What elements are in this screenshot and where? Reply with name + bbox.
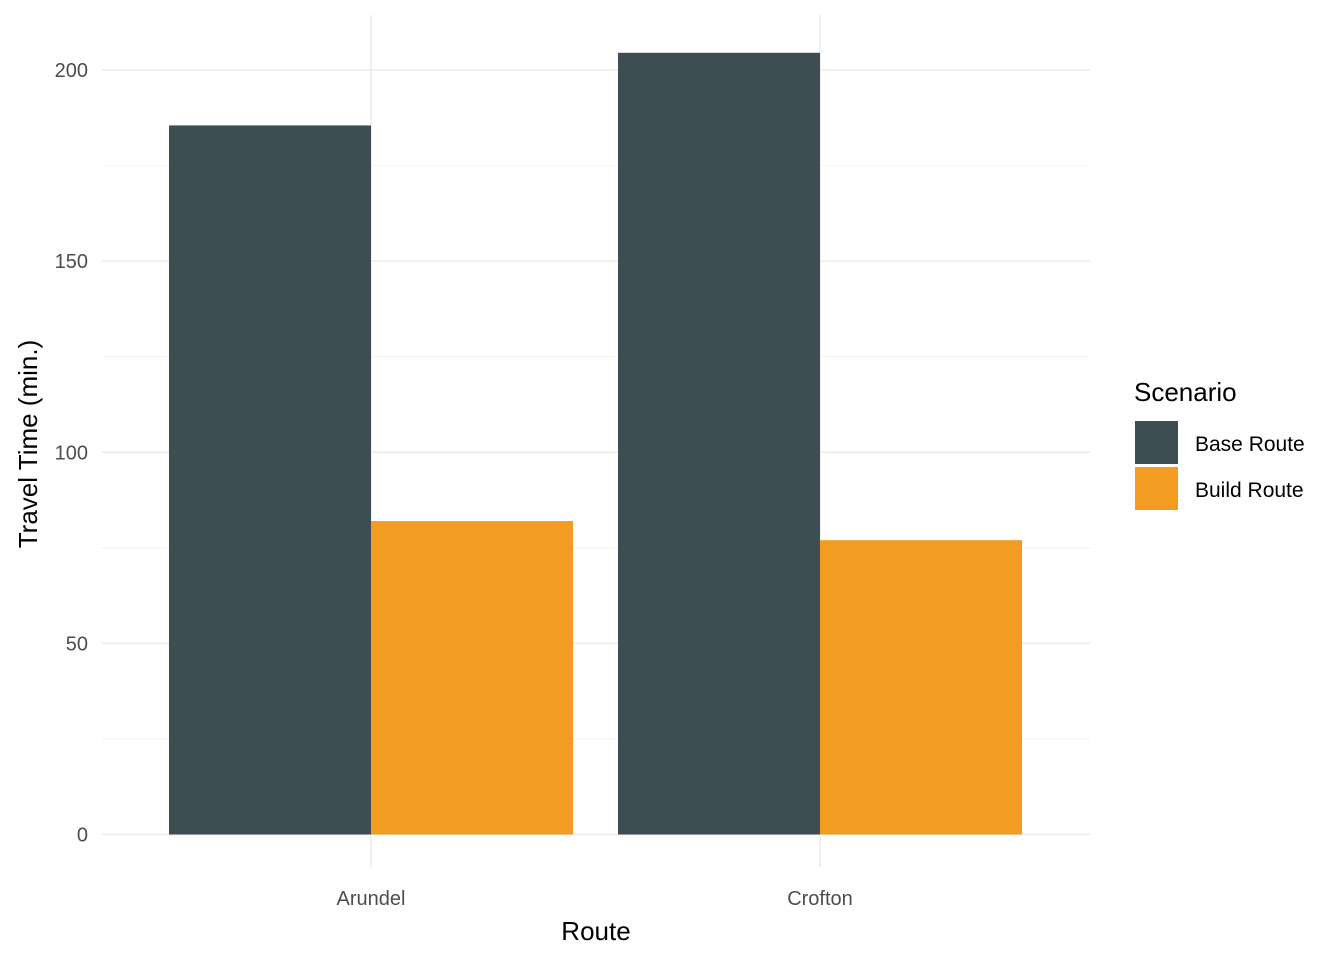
y-axis-ticks: 0 50 100 150 200: [55, 60, 88, 847]
legend-items: Base Route Build Route: [1135, 421, 1305, 510]
legend-label: Base Route: [1195, 433, 1305, 456]
legend-key-base-route: [1135, 421, 1178, 464]
bar-build-route-arundel: [371, 521, 573, 835]
y-tick-label: 0: [77, 825, 88, 847]
bar-base-route-arundel: [169, 125, 371, 835]
bar-base-route-crofton: [618, 52, 820, 835]
bar-build-route-crofton: [820, 540, 1022, 835]
legend-label: Build Route: [1195, 479, 1304, 502]
x-axis-ticks: Arundel Crofton: [337, 888, 853, 910]
x-tick-label: Arundel: [337, 888, 406, 910]
legend-title: Scenario: [1134, 377, 1237, 407]
y-tick-label: 100: [55, 442, 88, 464]
y-tick-label: 50: [66, 633, 88, 655]
y-tick-label: 200: [55, 60, 88, 82]
y-tick-label: 150: [55, 251, 88, 273]
legend-key-build-route: [1135, 467, 1178, 510]
x-tick-label: Crofton: [787, 888, 853, 910]
y-axis-title: Travel Time (min.): [13, 340, 43, 549]
x-axis-title: Route: [561, 916, 630, 946]
legend: Scenario Base Route Build Route: [1134, 377, 1305, 510]
bars: [169, 52, 1022, 835]
